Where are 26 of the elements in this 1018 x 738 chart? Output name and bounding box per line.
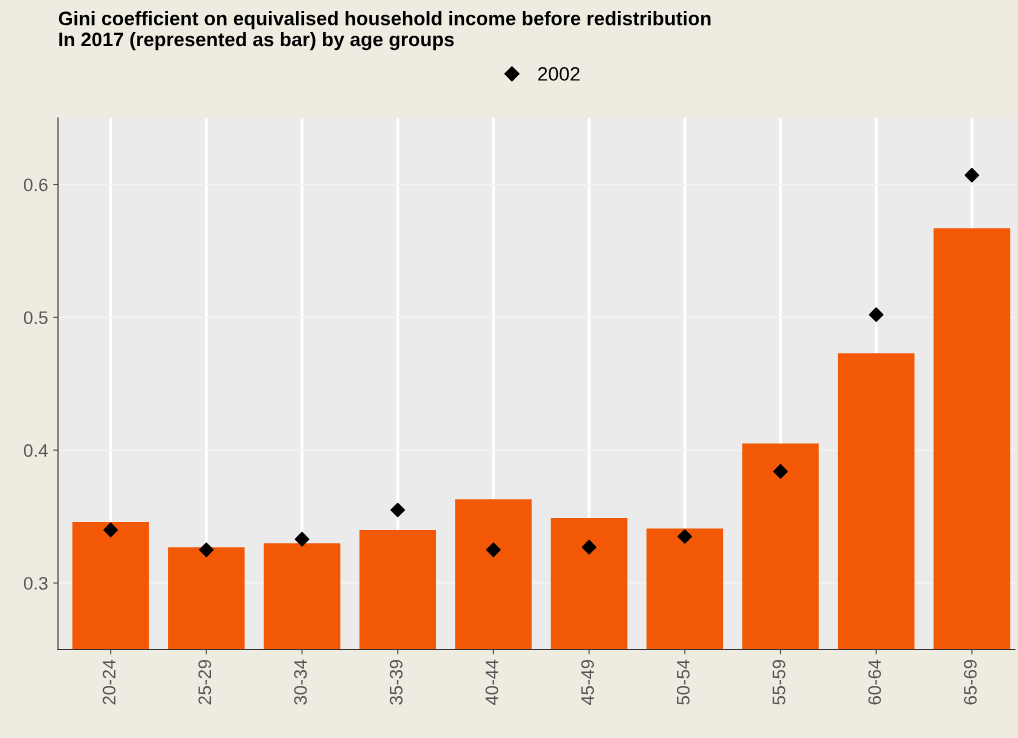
- x-tick-label: 30-34: [294, 659, 307, 705]
- x-tick-label: 55-59: [772, 660, 786, 705]
- x-tick-label: 25-29: [198, 660, 212, 705]
- point: [677, 529, 693, 544]
- point: [964, 167, 980, 183]
- x-tick-label: 50-54: [676, 659, 690, 705]
- point: [773, 464, 788, 479]
- point: [103, 522, 118, 538]
- x-tick-label: 60-64: [868, 659, 882, 705]
- x-tick-label: 40-44: [485, 659, 499, 705]
- point: [868, 307, 884, 322]
- chart-title: Gini coefficient on equivalised household income before redistribution In 2017 (represented as bar) by age groups: [58, 11, 711, 51]
- y-tick-label: 0.6: [23, 178, 48, 192]
- point: [294, 531, 310, 547]
- point: [486, 542, 501, 558]
- y-tick-label: 0.3: [23, 576, 48, 590]
- y-tick-label: 0.5: [23, 311, 48, 325]
- x-tick-label: 45-49: [581, 660, 594, 705]
- x-tick-label: 65-69: [963, 660, 977, 705]
- x-tick-label: 20-24: [102, 659, 116, 705]
- point: [581, 539, 597, 555]
- point: [390, 502, 406, 518]
- y-tick-label: 0.4: [23, 444, 48, 457]
- point: [199, 542, 214, 558]
- legend-label: 2002: [538, 67, 580, 81]
- x-tick-label: 35-39: [389, 660, 403, 705]
